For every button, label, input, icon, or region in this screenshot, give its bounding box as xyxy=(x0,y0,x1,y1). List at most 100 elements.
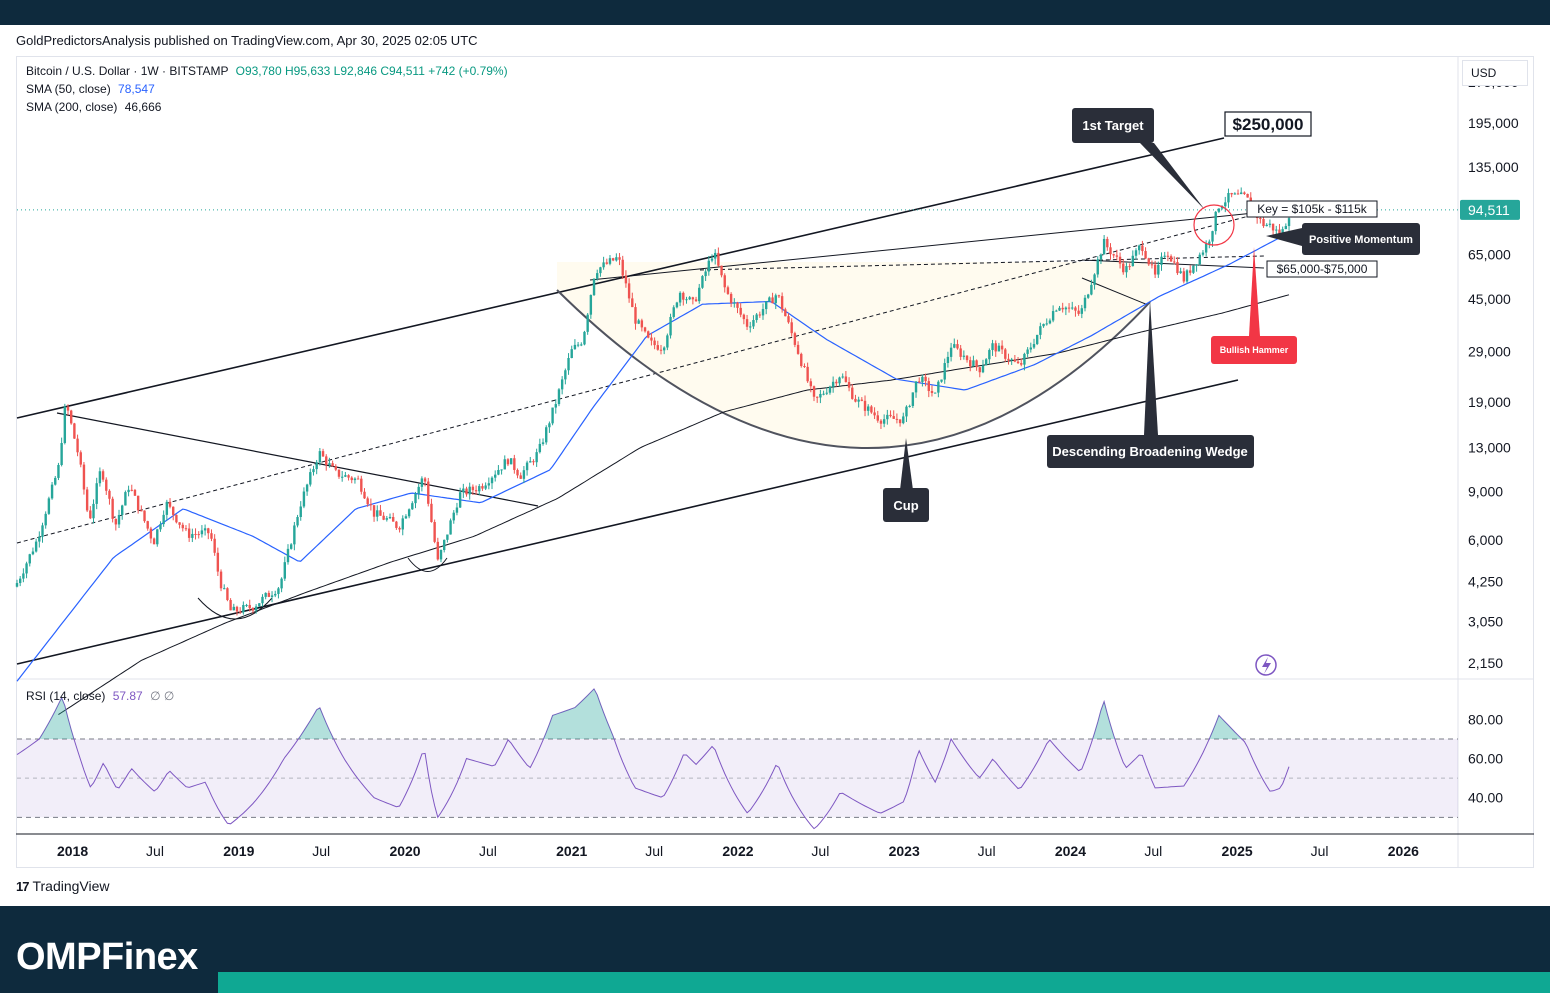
candle-body xyxy=(503,459,506,470)
wedge-pointer xyxy=(1144,300,1158,435)
candle xyxy=(159,521,162,532)
currency-button[interactable]: USD xyxy=(1462,60,1528,86)
candle-body xyxy=(943,363,946,380)
candle xyxy=(219,569,223,592)
price-tick-label: 65,000 xyxy=(1468,247,1511,263)
candle xyxy=(908,404,911,408)
candle-body xyxy=(1055,310,1058,312)
candle-body xyxy=(101,471,105,480)
candle-body xyxy=(898,419,902,424)
candle xyxy=(407,508,411,519)
candle-body xyxy=(401,518,404,530)
candle xyxy=(1058,305,1061,311)
candle xyxy=(752,315,755,330)
candle-body xyxy=(631,298,634,308)
candle xyxy=(309,468,312,487)
candle xyxy=(691,296,695,305)
candle-body xyxy=(720,265,723,276)
candle xyxy=(111,496,114,523)
candle xyxy=(497,465,500,476)
candle-body xyxy=(1259,218,1262,220)
price-tick-label: 3,050 xyxy=(1468,613,1503,629)
candle xyxy=(688,295,691,301)
time-tick-label: 2022 xyxy=(722,843,753,859)
sma50-legend[interactable]: SMA (50, close) 78,547 xyxy=(26,82,155,96)
candle xyxy=(1141,240,1144,256)
candle-body xyxy=(1220,206,1224,209)
candle xyxy=(981,359,985,374)
candle-body xyxy=(685,299,688,301)
time-tick-label: Jul xyxy=(811,843,829,859)
last-price-tag xyxy=(1460,199,1520,220)
brand-logo: OMPFinex xyxy=(16,936,198,978)
candle-body xyxy=(902,416,905,424)
candle xyxy=(270,591,274,603)
candle xyxy=(207,527,210,540)
candle-body xyxy=(165,501,169,515)
candle-body xyxy=(270,595,274,597)
candle xyxy=(484,482,487,491)
candle-body xyxy=(870,406,873,413)
candle xyxy=(146,520,149,531)
candle xyxy=(1201,250,1205,257)
candle xyxy=(267,590,271,598)
price-tick-label: 45,000 xyxy=(1468,291,1511,307)
candle-body xyxy=(551,407,554,424)
candle-body xyxy=(159,524,162,530)
candle xyxy=(41,522,44,543)
positive-momentum-pointer xyxy=(1266,228,1302,246)
candle-body xyxy=(363,491,366,499)
tradingview-logo[interactable]: 17 TradingView xyxy=(16,878,110,894)
time-tick-label: 2019 xyxy=(223,843,254,859)
time-tick-label: Jul xyxy=(978,843,996,859)
candle-body xyxy=(1067,307,1071,309)
candle xyxy=(576,342,580,348)
candle-body xyxy=(506,459,510,465)
candle-body xyxy=(433,522,436,542)
candle-body xyxy=(1000,345,1004,350)
candle xyxy=(618,252,621,266)
candle xyxy=(1268,219,1272,228)
lightning-icon-glyph xyxy=(1262,657,1271,674)
candle-body xyxy=(882,419,886,424)
candle-body xyxy=(1179,271,1182,274)
candle xyxy=(1042,323,1045,328)
candle xyxy=(226,587,229,602)
candle xyxy=(599,266,602,277)
cup-label: Cup xyxy=(893,498,918,513)
candle-body xyxy=(353,478,357,481)
candle xyxy=(739,303,742,318)
candle-body xyxy=(742,314,746,320)
target-price-label: $250,000 xyxy=(1233,115,1304,134)
candle-body xyxy=(1262,219,1265,227)
candle xyxy=(500,469,503,475)
candle-body xyxy=(178,522,181,525)
candle-body xyxy=(956,344,959,349)
candle-body xyxy=(436,541,440,560)
candle-body xyxy=(624,275,628,284)
candle xyxy=(1173,256,1176,265)
symbol-legend[interactable]: Bitcoin / U.S. Dollar · 1W · BITSTAMP O9… xyxy=(26,64,508,78)
candle xyxy=(828,385,832,395)
candle-body xyxy=(816,396,819,398)
candle xyxy=(38,531,41,548)
candle xyxy=(251,607,255,614)
candle-body xyxy=(267,592,271,597)
candle-body xyxy=(1128,266,1131,268)
sma200-legend[interactable]: SMA (200, close) 46,666 xyxy=(26,100,161,114)
candle xyxy=(532,459,535,466)
candle xyxy=(1051,305,1055,323)
candle xyxy=(1179,267,1182,274)
candle-body xyxy=(627,283,631,299)
candle-body xyxy=(669,316,672,336)
candle-body xyxy=(710,258,714,261)
candle xyxy=(296,514,299,528)
candle xyxy=(315,459,318,475)
tradingview-wordmark: TradingView xyxy=(32,878,110,894)
candle-body xyxy=(31,551,35,555)
time-tick-label: 2021 xyxy=(556,843,587,859)
candle xyxy=(844,370,848,383)
rsi-legend[interactable]: RSI (14, close) 57.87 ∅ ∅ xyxy=(26,689,174,703)
candle-body xyxy=(121,505,124,515)
